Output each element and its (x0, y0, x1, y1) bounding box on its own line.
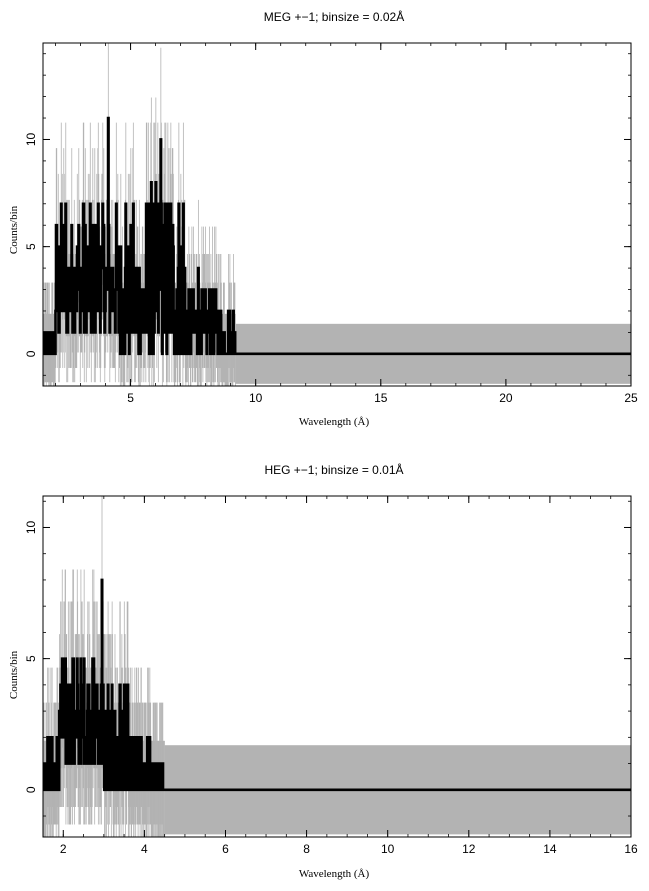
x-tick-label: 4 (141, 842, 148, 856)
y-tick-label: 5 (24, 243, 38, 250)
x-tick-label: 12 (462, 842, 476, 856)
x-tick-label: 16 (624, 842, 638, 856)
counts-step-line (43, 578, 631, 792)
y-tick-label: 5 (24, 655, 38, 662)
counts-step-line (43, 116, 631, 356)
y-axis-title: Counts/bin (8, 205, 20, 254)
y-tick-label: 10 (24, 132, 38, 146)
y-tick-label: 10 (24, 520, 38, 534)
x-axis-title: Wavelength (Å) (299, 868, 370, 880)
y-tick-label: 0 (24, 350, 38, 357)
plot-area: 2 4 6 8 10 12 14 16 0 5 10 (24, 495, 638, 856)
x-tick-label: 14 (543, 842, 557, 856)
x-axis-title: Wavelength (Å) (299, 416, 370, 428)
x-tick-label: 5 (127, 391, 134, 405)
x-tick-label: 10 (381, 842, 395, 856)
x-tick-label: 2 (60, 842, 67, 856)
panel-title: HEG +−1; binsize = 0.01Å (264, 462, 403, 477)
meg-panel: MEG +−1; binsize = 0.02Å 5 10 15 20 25 0 5 10 W… (8, 9, 638, 428)
x-tick-label: 25 (624, 391, 638, 405)
heg-panel: HEG +−1; binsize = 0.01Å 2 4 6 8 10 12 14 16 0 5 1… (8, 462, 638, 880)
plot-frame (42, 495, 632, 838)
panel-title: MEG +−1; binsize = 0.02Å (264, 9, 404, 24)
x-tick-label: 20 (499, 391, 513, 405)
x-tick-label: 8 (303, 842, 310, 856)
y-axis-title: Counts/bin (8, 650, 20, 699)
plot-area: 5 10 15 20 25 0 5 10 (24, 42, 638, 405)
x-tick-label: 6 (222, 842, 229, 856)
x-tick-label: 10 (249, 391, 263, 405)
y-tick-label: 0 (24, 786, 38, 793)
plot-frame (42, 42, 632, 387)
x-tick-label: 15 (374, 391, 388, 405)
